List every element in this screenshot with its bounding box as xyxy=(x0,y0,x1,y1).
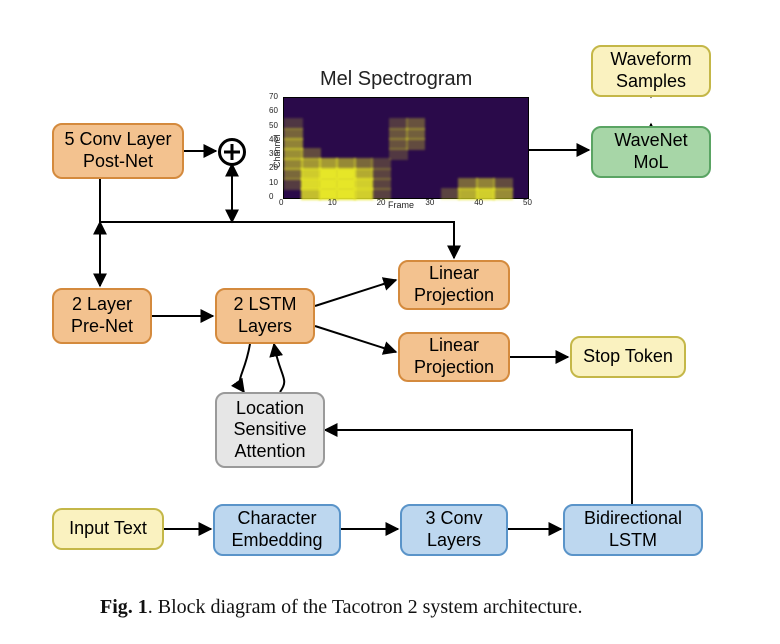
spectro-xtick: 20 xyxy=(377,198,386,207)
caption-prefix: Fig. 1 xyxy=(100,596,148,618)
node-postnet: 5 Conv Layer Post-Net xyxy=(52,123,184,179)
edge xyxy=(100,222,454,258)
node-waveform: Waveform Samples xyxy=(591,45,711,97)
node-inputtext: Input Text xyxy=(52,508,164,550)
edge xyxy=(325,430,632,504)
spectro-ytick: 60 xyxy=(269,106,278,115)
spectro-xtick: 10 xyxy=(328,198,337,207)
spectro-ytick: 10 xyxy=(269,178,278,187)
node-stoptoken: Stop Token xyxy=(570,336,686,378)
figure-caption: Fig. 1. Block diagram of the Tacotron 2 … xyxy=(100,596,583,619)
spectrogram-title: Mel Spectrogram xyxy=(320,68,472,91)
node-wavenet: WaveNet MoL xyxy=(591,126,711,178)
node-attention: Location Sensitive Attention xyxy=(215,392,325,468)
node-blstm: Bidirectional LSTM xyxy=(563,504,703,556)
edge xyxy=(240,344,250,392)
edge xyxy=(274,344,284,392)
spectro-ytick: 0 xyxy=(269,192,273,201)
spectro-xtick: 40 xyxy=(474,198,483,207)
node-linproj1: Linear Projection xyxy=(398,260,510,310)
spectro-xtick: 50 xyxy=(523,198,532,207)
node-charembed: Character Embedding xyxy=(213,504,341,556)
spectro-ytick: 50 xyxy=(269,121,278,130)
node-linproj2: Linear Projection xyxy=(398,332,510,382)
spectrogram-xlabel: Frame xyxy=(388,200,414,210)
spectro-xtick: 0 xyxy=(279,198,283,207)
mel-spectrogram xyxy=(283,97,529,199)
node-conv3: 3 Conv Layers xyxy=(400,504,508,556)
spectro-ytick: 70 xyxy=(269,92,278,101)
caption-text: . Block diagram of the Tacotron 2 system… xyxy=(148,596,583,618)
edge xyxy=(315,326,396,352)
spectro-ytick: 30 xyxy=(269,149,278,158)
spectro-xtick: 30 xyxy=(425,198,434,207)
add-operator xyxy=(218,138,246,166)
node-prenet: 2 Layer Pre-Net xyxy=(52,288,152,344)
diagram-canvas: Mel Spectrogram Channel Frame 5 Conv Lay… xyxy=(0,0,780,644)
edge xyxy=(315,280,396,306)
spectro-ytick: 40 xyxy=(269,135,278,144)
node-lstm: 2 LSTM Layers xyxy=(215,288,315,344)
spectro-ytick: 20 xyxy=(269,163,278,172)
